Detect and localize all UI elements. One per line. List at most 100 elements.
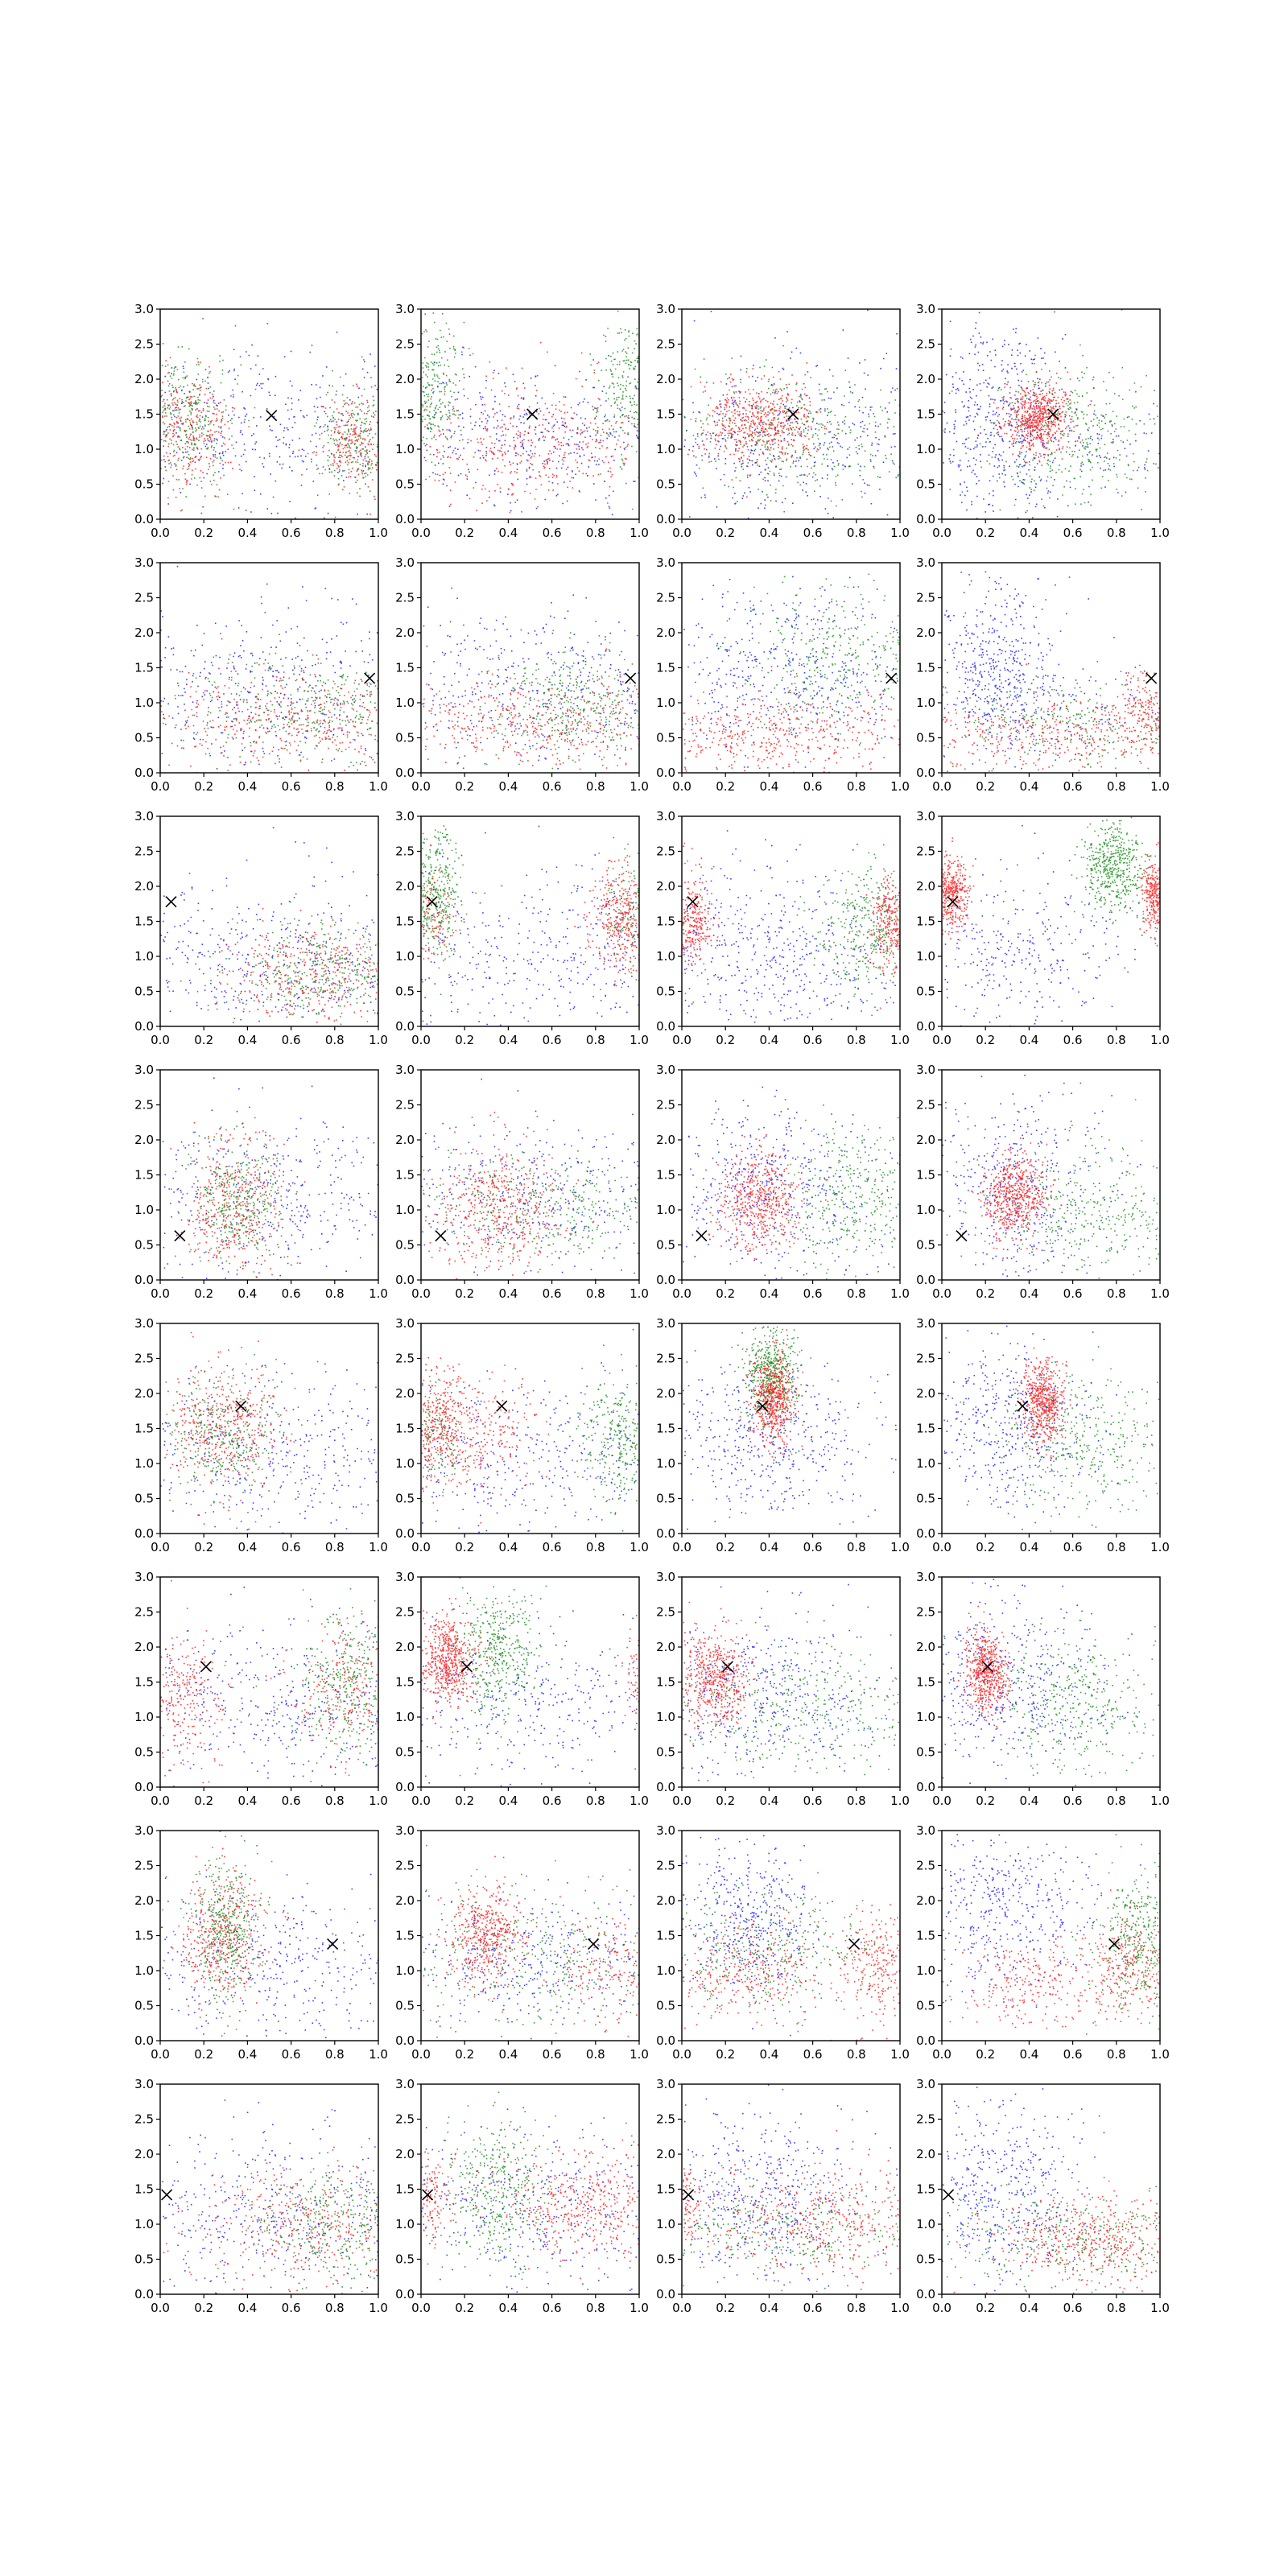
x-tick-label: 0.8 <box>1107 1033 1126 1047</box>
reference-x-marker <box>165 896 177 908</box>
panel-r3-c3: 0.0 0.2 0.4 0.6 0.8 1.0 0.0 0.5 1.0 1.5 2.0 2.5 3.0 <box>656 809 910 1047</box>
y-tick-label: 0.5 <box>656 1238 675 1253</box>
y-tick-label: 1.0 <box>916 696 935 710</box>
y-tick-label: 2.0 <box>134 1893 154 1908</box>
x-tick-label: 0.2 <box>194 2047 213 2062</box>
y-tick-label: 3.0 <box>134 1823 154 1838</box>
x-tick-label: 0.2 <box>455 526 474 540</box>
y-tick-label: 2.0 <box>134 2147 154 2161</box>
y-tick-label: 0.5 <box>134 1492 154 1506</box>
reference-x-marker <box>981 1661 993 1673</box>
panel-r5-c3: 0.0 0.2 0.4 0.6 0.8 1.0 0.0 0.5 1.0 1.5 2.0 2.5 3.0 <box>656 1316 910 1554</box>
y-tick-label: 2.5 <box>395 1352 415 1366</box>
x-tick-label: 0.8 <box>847 779 866 794</box>
panel-r7-c4: 0.0 0.2 0.4 0.6 0.8 1.0 0.0 0.5 1.0 1.5 2.0 2.5 3.0 <box>916 1823 1170 2062</box>
x-tick-label: 1.0 <box>1150 779 1170 794</box>
y-tick-label: 1.0 <box>395 1203 415 1217</box>
panel-r2-c1: 0.0 0.2 0.4 0.6 0.8 1.0 0.0 0.5 1.0 1.5 2.0 2.5 3.0 <box>134 555 388 794</box>
y-tick-label: 0.0 <box>395 1780 415 1794</box>
y-tick-label: 2.0 <box>916 1386 935 1401</box>
y-tick-label: 2.0 <box>134 1386 154 1401</box>
y-tick-label: 2.0 <box>916 2147 935 2161</box>
y-tick-label: 2.5 <box>395 337 415 352</box>
y-tick-label: 3.0 <box>395 302 415 316</box>
x-tick-label: 0.4 <box>237 1033 257 1047</box>
y-tick-label: 0.5 <box>395 1745 415 1760</box>
x-tick-label: 0.8 <box>1107 1794 1126 1808</box>
reference-x-marker <box>460 1661 473 1673</box>
y-tick-label: 0.0 <box>916 766 935 780</box>
x-tick-label: 0.6 <box>543 779 562 794</box>
y-tick-label: 3.0 <box>134 809 154 824</box>
y-tick-label: 0.5 <box>134 1745 154 1760</box>
y-tick-label: 2.5 <box>656 591 675 605</box>
y-tick-label: 0.0 <box>656 2033 675 2048</box>
reference-x-marker <box>426 896 438 908</box>
x-tick-label: 0.8 <box>847 2047 866 2062</box>
y-tick-label: 1.0 <box>395 1456 415 1471</box>
y-tick-label: 3.0 <box>656 2077 675 2091</box>
y-tick-label: 0.0 <box>395 766 415 780</box>
panel-r8-c2: 0.0 0.2 0.4 0.6 0.8 1.0 0.0 0.5 1.0 1.5 2.0 2.5 3.0 <box>395 2077 649 2315</box>
y-tick-label: 1.5 <box>656 1422 675 1436</box>
y-tick-label: 0.5 <box>395 731 415 745</box>
x-tick-label: 1.0 <box>369 779 388 794</box>
y-tick-label: 1.5 <box>395 407 415 422</box>
panel-r4-c3: 0.0 0.2 0.4 0.6 0.8 1.0 0.0 0.5 1.0 1.5 2.0 2.5 3.0 <box>656 1063 910 1301</box>
y-tick-label: 0.5 <box>916 1745 935 1760</box>
y-tick-label: 1.5 <box>395 1929 415 1943</box>
reference-x-marker <box>422 2189 434 2201</box>
y-tick-label: 2.0 <box>656 625 675 640</box>
y-tick-label: 2.0 <box>134 625 154 640</box>
y-tick-label: 3.0 <box>916 1063 935 1077</box>
y-tick-label: 1.0 <box>916 1203 935 1217</box>
reference-x-marker <box>364 672 376 684</box>
y-tick-label: 0.5 <box>656 1999 675 2013</box>
panel-r6-c4: 0.0 0.2 0.4 0.6 0.8 1.0 0.0 0.5 1.0 1.5 2.0 2.5 3.0 <box>916 1570 1170 1808</box>
x-tick-label: 0.0 <box>151 526 170 540</box>
y-tick-label: 0.5 <box>656 1492 675 1506</box>
y-tick-label: 2.5 <box>916 1352 935 1366</box>
x-tick-label: 0.8 <box>847 1286 866 1301</box>
y-tick-label: 3.0 <box>656 1823 675 1838</box>
series-red-points <box>739 1329 815 1480</box>
x-tick-label: 1.0 <box>630 1540 649 1554</box>
y-tick-label: 1.5 <box>395 1168 415 1183</box>
y-tick-label: 0.5 <box>656 1745 675 1760</box>
y-tick-label: 2.5 <box>656 1352 675 1366</box>
y-tick-label: 3.0 <box>916 1570 935 1584</box>
y-tick-label: 2.5 <box>134 337 154 352</box>
series-green-points <box>180 1831 289 2037</box>
x-tick-label: 0.2 <box>716 526 735 540</box>
x-tick-label: 0.0 <box>672 526 691 540</box>
x-tick-label: 0.8 <box>1107 1540 1126 1554</box>
y-tick-label: 0.5 <box>134 477 154 492</box>
x-tick-label: 0.0 <box>932 2301 952 2315</box>
reference-x-marker <box>161 2189 173 2201</box>
x-tick-label: 1.0 <box>369 1540 388 1554</box>
y-tick-label: 3.0 <box>134 302 154 316</box>
y-tick-label: 0.5 <box>395 1492 415 1506</box>
x-tick-label: 1.0 <box>890 779 910 794</box>
x-tick-label: 1.0 <box>369 1794 388 1808</box>
y-tick-label: 2.5 <box>395 1098 415 1113</box>
panel-grid: 0.0 0.2 0.4 0.6 0.8 1.00.00.51.01.52.02.53.00… <box>134 302 1170 2315</box>
y-tick-label: 2.0 <box>656 1133 675 1147</box>
x-tick-label: 0.6 <box>803 1286 823 1301</box>
y-tick-label: 2.5 <box>656 1859 675 1873</box>
x-tick-label: 0.6 <box>543 1794 562 1808</box>
x-tick-label: 0.6 <box>543 2301 562 2315</box>
reference-x-marker <box>947 896 959 908</box>
y-tick-label: 2.0 <box>656 2147 675 2161</box>
x-tick-label: 0.4 <box>498 1286 518 1301</box>
y-tick-label: 0.0 <box>916 1019 935 1034</box>
y-tick-label: 1.0 <box>134 2217 154 2231</box>
y-tick-label: 0.5 <box>134 1238 154 1253</box>
reference-x-marker <box>721 1661 733 1673</box>
y-tick-label: 0.5 <box>395 1999 415 2013</box>
y-tick-label: 0.5 <box>656 985 675 999</box>
x-tick-label: 0.0 <box>411 779 431 794</box>
x-tick-label: 1.0 <box>890 2301 910 2315</box>
panel-r7-c2: 0.0 0.2 0.4 0.6 0.8 1.0 0.0 0.5 1.0 1.5 2.0 2.5 3.0 <box>395 1823 649 2062</box>
